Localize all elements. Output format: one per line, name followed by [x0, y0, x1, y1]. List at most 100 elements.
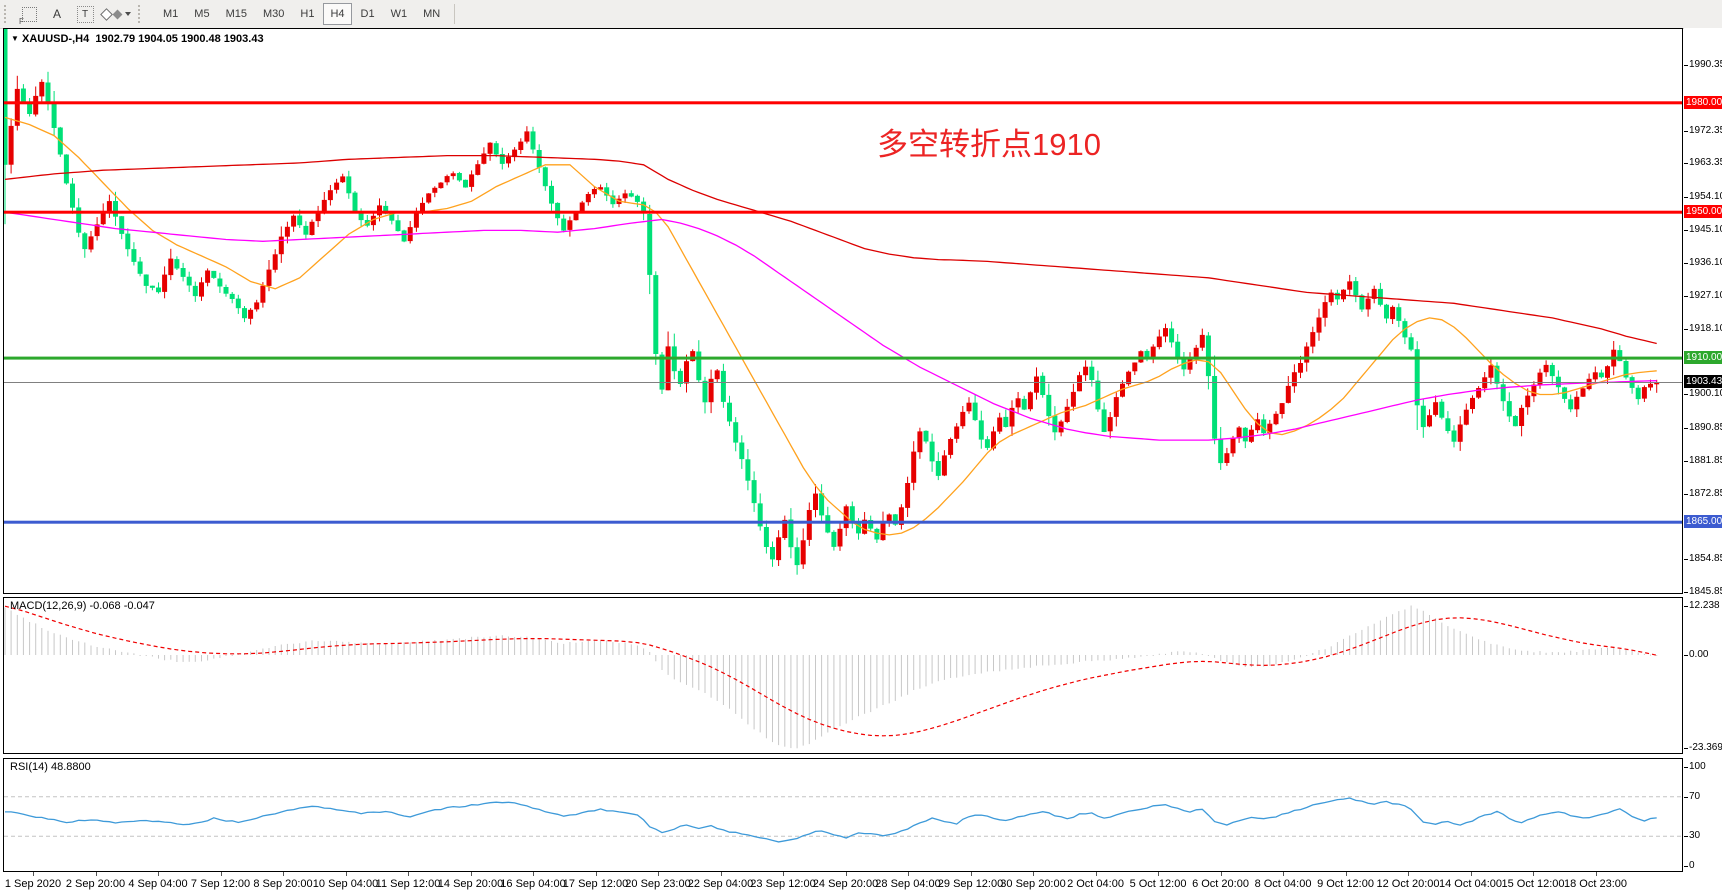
price-tick-label: 1954.10 [1689, 191, 1722, 202]
axis-tick-mark [1684, 428, 1688, 429]
timeframe-button-h1[interactable]: H1 [300, 8, 315, 20]
text-box-icon: T [76, 5, 94, 23]
price-tick-label: 1963.35 [1689, 157, 1722, 168]
price-tick-label: 1918.10 [1689, 323, 1722, 334]
axis-tick-mark [1684, 197, 1688, 198]
date-tick-mark [1533, 872, 1534, 876]
macd-label: MACD(12,26,9) -0.068 -0.047 [10, 600, 155, 612]
date-tick-mark [158, 872, 159, 876]
price-tick-label: 1927.10 [1689, 290, 1722, 301]
date-tick-label: 10 Sep 04:00 [312, 878, 379, 890]
timeframe-button-mn[interactable]: MN [423, 8, 441, 20]
axis-tick-mark [1684, 296, 1688, 297]
date-tick-label: 8 Sep 20:00 [253, 878, 313, 890]
axis-tick-mark [1684, 230, 1688, 231]
line-studies-button[interactable] [100, 2, 132, 26]
date-tick-mark [283, 872, 284, 876]
axis-tick-mark [1684, 461, 1688, 462]
candlestick-canvas[interactable] [4, 29, 1682, 593]
date-tick-label: 28 Sep 04:00 [875, 878, 941, 890]
timeframe-button-m30[interactable]: M30 [262, 8, 285, 20]
timeframe-button-m15[interactable]: M15 [225, 8, 247, 20]
text-label-icon: A [52, 7, 61, 21]
axis-tick-mark [1684, 494, 1688, 495]
timeframe-button-m5[interactable]: M5 [194, 8, 210, 20]
date-tick-label: 7 Sep 12:00 [190, 878, 251, 890]
date-tick-label: 2 Oct 04:00 [1067, 878, 1124, 890]
timeframe-button-w1[interactable]: W1 [390, 8, 408, 20]
date-tick-mark [408, 872, 409, 876]
date-tick-label: 20 Sep 23:00 [625, 878, 691, 890]
axis-tick-mark [1684, 163, 1688, 164]
rsi-axis-label: 70 [1689, 791, 1701, 802]
date-tick-label: 18 Oct 23:00 [1564, 878, 1627, 890]
rsi-pane[interactable]: RSI(14) 48.8800 [3, 758, 1683, 872]
text-box-button[interactable]: T [73, 2, 97, 26]
axis-tick-mark [1684, 263, 1688, 264]
macd-axis-label: 0.00 [1689, 649, 1709, 660]
axis-tick-mark [1684, 767, 1688, 768]
date-tick-label: 1 Sep 2020 [4, 878, 62, 890]
date-tick-label: 15 Oct 12:00 [1501, 878, 1565, 890]
price-tick-label: 1990.35 [1689, 59, 1722, 70]
date-tick-label: 5 Oct 12:00 [1129, 878, 1187, 890]
timeframe-button-m1[interactable]: M1 [163, 8, 179, 20]
date-tick-mark [220, 872, 222, 876]
toolbar-grip[interactable] [138, 5, 145, 23]
chart-title-symbol: XAUUSD-,H4 [21, 33, 90, 45]
axis-tick-mark [1684, 65, 1688, 66]
date-tick-label: 6 Oct 20:00 [1192, 878, 1249, 890]
date-tick-mark [1158, 872, 1159, 876]
date-tick-label: 30 Sep 20:00 [1000, 878, 1066, 890]
text-label-button[interactable]: A [45, 2, 69, 26]
date-tick-label: 14 Sep 20:00 [437, 878, 504, 890]
chart-title-ohlc: 1902.79 1904.05 1900.48 1903.43 [95, 33, 264, 45]
price-chart-pane[interactable]: ▼ XAUUSD-,H4 1902.79 1904.05 1900.48 190… [3, 28, 1683, 594]
chevron-down-icon [125, 12, 131, 16]
date-tick-mark [345, 872, 347, 876]
price-level-label-1910.00: 1910.00 [1684, 351, 1722, 364]
line-studies-icon-filled [112, 9, 123, 19]
axis-tick-mark [1684, 748, 1688, 749]
macd-pane[interactable]: MACD(12,26,9) -0.068 -0.047 [3, 597, 1683, 754]
toolbar-separator [454, 4, 456, 24]
date-tick-mark [845, 872, 847, 876]
date-tick-label: 29 Sep 12:00 [937, 878, 1004, 890]
date-tick-mark [1408, 872, 1409, 876]
date-tick-mark [970, 872, 972, 876]
rsi-axis-label: 0 [1689, 860, 1695, 871]
date-tick-mark [908, 872, 909, 876]
rsi-canvas[interactable] [4, 759, 1682, 871]
date-tick-mark [1033, 872, 1034, 876]
timeframe-button-h4[interactable]: H4 [323, 3, 352, 25]
date-tick-label: 2 Sep 20:00 [65, 878, 126, 890]
price-level-label-1980.00: 1980.00 [1684, 96, 1722, 109]
date-tick-mark [595, 872, 597, 876]
chart-annotation-text[interactable]: 多空转折点1910 [877, 127, 1101, 162]
price-level-label-1865.00: 1865.00 [1684, 515, 1722, 528]
chart-profile-button[interactable]: F [17, 2, 41, 26]
date-tick-label: 9 Oct 12:00 [1317, 878, 1374, 890]
axis-tick-mark [1684, 329, 1688, 330]
date-tick-label: 17 Sep 12:00 [562, 878, 629, 890]
rsi-label: RSI(14) 48.8800 [10, 761, 91, 773]
price-tick-label: 1890.85 [1689, 422, 1722, 433]
timeframe-button-d1[interactable]: D1 [360, 8, 375, 20]
toolbar: F A T M1 M5 M15 M30 H1 H4 D1 W1 MN [0, 0, 1722, 29]
price-axis[interactable]: 1990.35 1972.35 1963.35 1954.10 1945.10 1936.… [1684, 28, 1722, 872]
date-axis[interactable]: 1 Sep 2020 2 Sep 20:00 4 Sep 04:00 7 Sep 12… [0, 872, 1722, 896]
macd-axis-label: -23.369 [1689, 742, 1722, 753]
date-tick-label: 12 Oct 20:00 [1376, 878, 1440, 890]
toolbar-grip[interactable] [4, 5, 11, 23]
macd-canvas[interactable] [4, 598, 1682, 753]
chart-title: ▼ XAUUSD-,H4 1902.79 1904.05 1900.48 190… [11, 33, 264, 45]
date-tick-label: 16 Sep 04:00 [500, 878, 566, 890]
axis-tick-mark [1684, 836, 1688, 837]
rsi-axis-label: 30 [1689, 830, 1701, 841]
axis-tick-mark [1684, 655, 1688, 656]
symbol-dropdown-icon[interactable]: ▼ [11, 34, 19, 43]
price-tick-label: 1845.85 [1689, 586, 1722, 597]
timeframe-group: M1 M5 M15 M30 H1 H4 D1 W1 MN [155, 3, 448, 25]
price-tick-label: 1881.85 [1689, 455, 1722, 466]
axis-tick-mark [1684, 559, 1688, 560]
